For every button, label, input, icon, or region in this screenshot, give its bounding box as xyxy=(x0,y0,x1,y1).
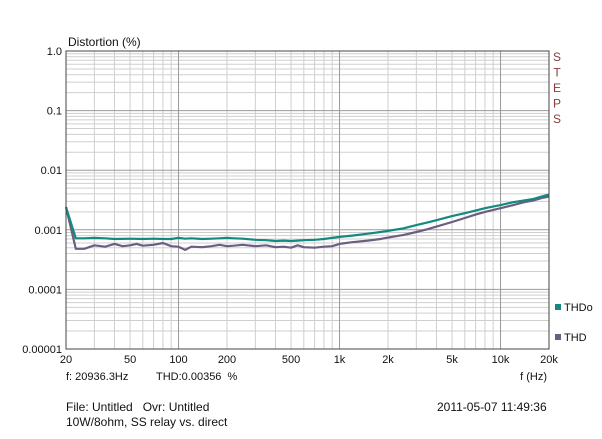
x-tick-label: 2k xyxy=(382,354,394,366)
major-grid xyxy=(66,51,549,349)
y-tick-label: 0.1 xyxy=(47,106,62,118)
x-tick-label: 5k xyxy=(446,354,458,366)
series-line-thdo xyxy=(64,193,550,243)
x-tick-label: 200 xyxy=(218,354,236,366)
x-tick-label: 20k xyxy=(540,354,558,366)
cursor-frequency-readout: f: 20936.3Hz xyxy=(66,371,128,383)
x-tick-label: 100 xyxy=(169,354,187,366)
x-tick-label: 50 xyxy=(124,354,136,366)
x-tick-labels: 20 50 100 200 500 1k 2k 5k 10k 20k xyxy=(60,354,558,366)
measurement-description: 10W/8ohm, SS relay vs. direct xyxy=(66,415,228,429)
x-axis-label: f (Hz) xyxy=(520,371,547,383)
x-tick-label: 10k xyxy=(492,354,510,366)
side-label-letter: S xyxy=(553,112,561,126)
y-tick-labels: 1.0 0.1 0.01 0.001 0.0001 0.00001 xyxy=(22,46,62,356)
x-tick-label: 500 xyxy=(282,354,300,366)
plot-frame xyxy=(65,50,550,350)
timestamp: 2011-05-07 11:49:36 xyxy=(437,400,547,414)
file-info: File: Untitled Ovr: Untitled xyxy=(66,400,210,414)
y-tick-label: 0.00001 xyxy=(22,344,62,356)
x-tick-label: 1k xyxy=(334,354,346,366)
plot-area xyxy=(66,51,549,349)
y-tick-label: 0.0001 xyxy=(28,284,62,296)
y-tick-label: 0.01 xyxy=(41,165,62,177)
x-tick-label: 20 xyxy=(60,354,72,366)
side-label-letter: P xyxy=(553,97,561,111)
side-label-letter: T xyxy=(553,66,561,80)
legend-swatch-thd xyxy=(555,334,561,340)
legend-swatch-thdo xyxy=(555,304,561,310)
y-tick-label: 1.0 xyxy=(47,46,62,58)
cursor-thd-readout: THD:0.00356 % xyxy=(156,371,238,383)
side-label-letter: E xyxy=(553,81,561,95)
legend-label-thd: THD xyxy=(564,332,587,344)
y-tick-label: 0.001 xyxy=(34,225,62,237)
chart-title: Distortion (%) xyxy=(68,35,141,49)
legend-label-thdo: THDo xyxy=(564,302,593,314)
series-layer xyxy=(64,193,550,251)
minor-grid xyxy=(65,51,550,349)
side-label-letter: S xyxy=(553,50,561,64)
series-line-thd xyxy=(64,195,550,251)
legend: THDo THD xyxy=(555,302,593,344)
